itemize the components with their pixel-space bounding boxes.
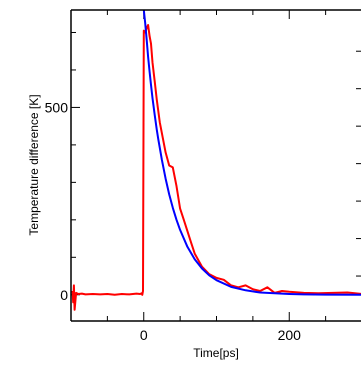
x-tick-label: 0 bbox=[140, 327, 148, 343]
major-tick-marks bbox=[71, 10, 290, 321]
x-tick-label: 200 bbox=[278, 327, 302, 343]
y-tick-label: 500 bbox=[45, 99, 69, 115]
x-axis-label: Time[ps] bbox=[193, 346, 239, 360]
series-layer bbox=[71, 10, 361, 311]
tick-labels: 0 200 0 500 bbox=[45, 99, 302, 343]
y-axis-label: Temperature difference [K] bbox=[27, 94, 41, 235]
minor-tick-marks bbox=[71, 10, 361, 321]
plot-frame bbox=[70, 9, 361, 322]
series-line-1 bbox=[71, 24, 361, 311]
series-line-2 bbox=[142, 10, 361, 296]
y-tick-label: 0 bbox=[60, 287, 68, 303]
